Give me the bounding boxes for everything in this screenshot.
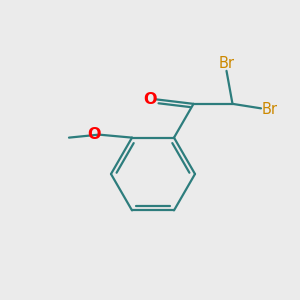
Text: Br: Br [218,56,235,71]
Text: O: O [143,92,157,107]
Text: O: O [87,127,101,142]
Text: Br: Br [262,102,278,117]
